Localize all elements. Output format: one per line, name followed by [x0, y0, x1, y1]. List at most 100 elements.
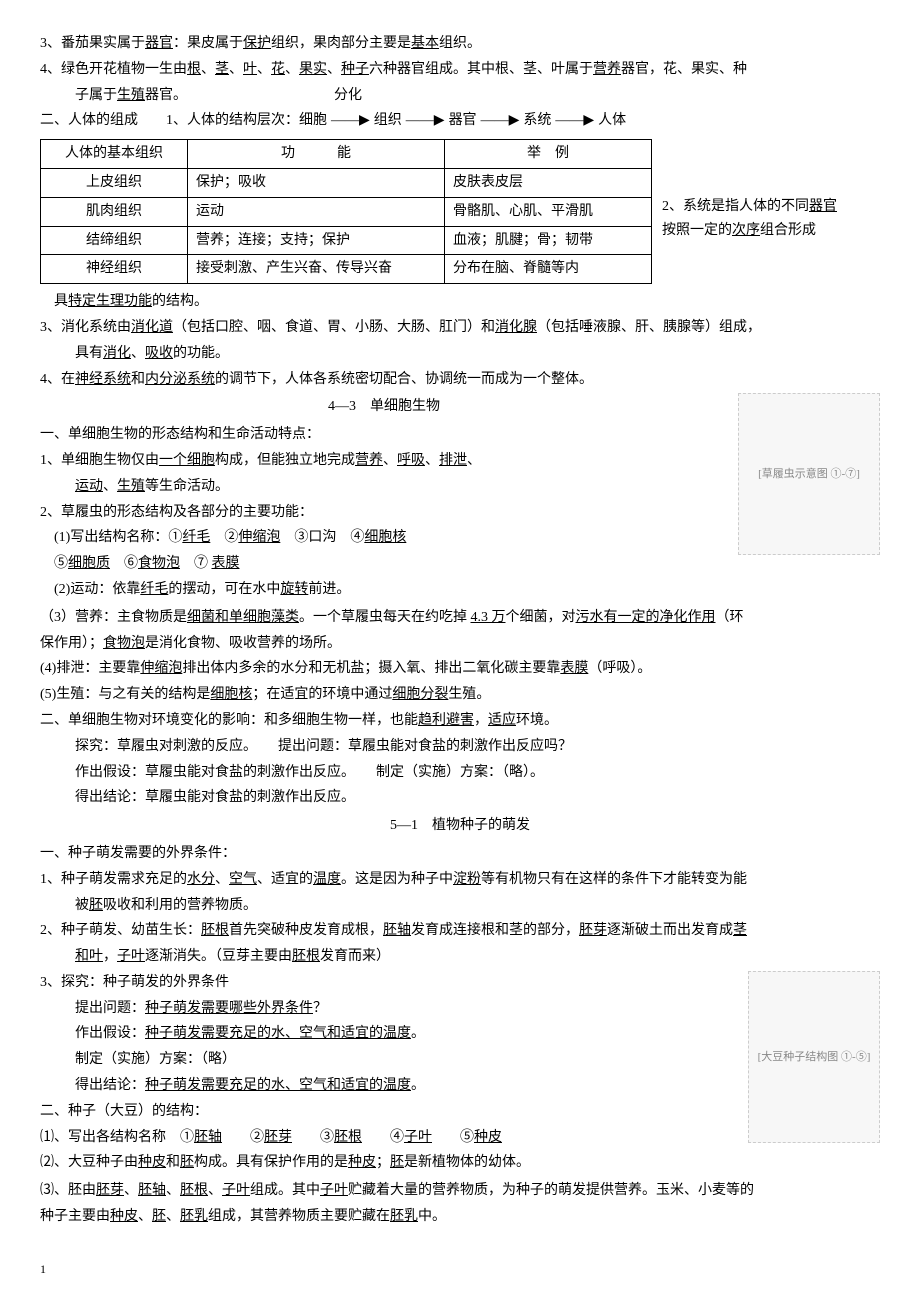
underline: 次序	[732, 223, 760, 238]
table-row: 肌肉组织 运动 骨骼肌、心肌、平滑肌	[41, 197, 652, 226]
underline: 种子萌发需要充足的水、空气和适宜的温度	[145, 1026, 411, 1041]
para-seed-cond: 1、种子萌发需求充足的水分、空气、适宜的温度。这是因为种子中淀粉等有机物只有在这…	[40, 868, 880, 892]
underline: 器官	[145, 36, 173, 51]
text: （呼吸）。	[588, 661, 651, 676]
table-cell: 结缔组织	[41, 226, 188, 255]
text: 保作用）；	[40, 636, 103, 651]
text: 2、系统是指人体的不同	[662, 199, 809, 214]
underline: 子叶	[222, 1183, 250, 1198]
text: 器官。	[145, 88, 187, 103]
para-nutrition-cont: 保作用）；食物泡是消化食物、吸收营养的场所。	[40, 632, 880, 656]
text: 吸收和利用的营养物质。	[103, 898, 257, 913]
underline: 伸缩泡	[140, 661, 182, 676]
text: 逐渐消失。（豆芽主要由	[145, 949, 292, 964]
underline: 运动	[75, 479, 103, 494]
text: ⑥	[110, 556, 138, 571]
underline: 消化道	[131, 320, 173, 335]
text: 的摆动，可在水中	[168, 582, 280, 597]
table-cell: 分布在脑、脊髓等内	[445, 255, 652, 284]
text: ，	[474, 713, 488, 728]
text: 是消化食物、吸收营养的场所。	[145, 636, 341, 651]
underline: 胚根	[201, 923, 229, 938]
text: 、	[124, 1183, 138, 1198]
underline: 胚根	[292, 949, 320, 964]
table-cell: 营养；连接；支持；保护	[188, 226, 445, 255]
underline: 胚根	[180, 1183, 208, 1198]
para-after-table: 具特定生理功能的结构。	[40, 290, 880, 314]
text: 、	[166, 1209, 180, 1224]
text: 组成，其营养物质主要贮藏在	[208, 1209, 390, 1224]
text: 具有	[75, 346, 103, 361]
underline: 子叶	[117, 949, 145, 964]
underline: 表膜	[560, 661, 588, 676]
text: 的调节下，人体各系统密切配合、协调统一而成为一个整体。	[215, 372, 593, 387]
underline: 胚	[89, 898, 103, 913]
subsection-title: 一、种子萌发需要的外界条件：	[40, 842, 880, 866]
text: ⑴、写出各结构名称 ①	[40, 1130, 194, 1145]
page-number: 1	[40, 1259, 880, 1279]
underline: 胚轴	[194, 1130, 222, 1145]
table-header: 功 能	[188, 140, 445, 169]
underline: 神经系统	[75, 372, 131, 387]
inquiry-line: 作出假设：草履虫能对食盐的刺激作出反应。 制定（实施）方案：（略）。	[40, 761, 880, 785]
underline: 保护	[243, 36, 271, 51]
text: 。	[411, 1026, 425, 1041]
para-nervous: 4、在神经系统和内分泌系统的调节下，人体各系统密切配合、协调统一而成为一个整体。	[40, 368, 880, 392]
text: 、	[257, 62, 271, 77]
underline: 消化腺	[495, 320, 537, 335]
table-cell: 肌肉组织	[41, 197, 188, 226]
underline: 基本	[411, 36, 439, 51]
seed-structure-figure: [大豆种子结构图 ①-⑤]	[748, 971, 880, 1143]
underline: 子叶	[404, 1130, 432, 1145]
text: ③	[292, 1130, 334, 1145]
para-seed-cond-cont: 被胚吸收和利用的营养物质。	[40, 894, 880, 918]
text: 种子主要由	[40, 1209, 110, 1224]
flow-start: 1、人体的结构层次：细胞	[166, 113, 327, 128]
para-motion: (2)运动：依靠纤毛的摆动，可在水中旋转前进。	[40, 578, 880, 602]
text: 组织，果肉部分主要是	[271, 36, 411, 51]
underline: 淀粉	[453, 872, 481, 887]
text: 器官，花、果实、种	[621, 62, 747, 77]
text: 、	[131, 346, 145, 361]
para-structure-names-2: ⑤细胞质 ⑥食物泡 ⑦ 表膜	[40, 552, 880, 576]
text: 、	[327, 62, 341, 77]
underline: 胚轴	[138, 1183, 166, 1198]
text: ；在适宜的环境中通过	[252, 687, 392, 702]
text: 4、绿色开花植物一生由	[40, 62, 187, 77]
underline: 趋利避害	[418, 713, 474, 728]
underline: 种子萌发需要充足的水、空气和适宜的温度	[145, 1078, 411, 1093]
text: 。一个草履虫每天在约吃掉	[299, 610, 471, 625]
text: 构成。具有保护作用的是	[194, 1155, 348, 1170]
underline: 茎	[733, 923, 747, 938]
text: 和	[166, 1155, 180, 1170]
text: (5)生殖：与之有关的结构是	[40, 687, 210, 702]
para-digestive-cont: 具有消化、吸收的功能。	[40, 342, 880, 366]
underline: 纤毛	[140, 582, 168, 597]
text: 首先突破种皮发育成根，	[229, 923, 383, 938]
text: 4、在	[40, 372, 75, 387]
text: ？	[313, 1001, 327, 1016]
underline: 种子	[341, 62, 369, 77]
text: ④	[362, 1130, 404, 1145]
text: 个细菌，对	[506, 610, 576, 625]
text: 、	[467, 453, 481, 468]
arrow-icon: ——▶	[481, 109, 520, 133]
text: 是新植物体的幼体。	[404, 1155, 530, 1170]
underline: 营养	[355, 453, 383, 468]
text: （3）营养：主食物质是	[40, 610, 187, 625]
text: 中。	[418, 1209, 446, 1224]
table-cell: 上皮组织	[41, 168, 188, 197]
underline: 内分泌系统	[145, 372, 215, 387]
text: ③口沟 ④	[280, 530, 364, 545]
underline: 种子萌发需要哪些外界条件	[145, 1001, 313, 1016]
text: 、	[201, 62, 215, 77]
underline: 一个细胞	[159, 453, 215, 468]
text: 、	[208, 1183, 222, 1198]
text: 组织。	[439, 36, 481, 51]
text: 组合形成	[760, 223, 816, 238]
text: ，	[103, 949, 117, 964]
underline: 细胞核	[364, 530, 406, 545]
text: （包括口腔、咽、食道、胃、小肠、大肠、肛门）和	[173, 320, 495, 335]
para-seed-growth-cont: 和叶，子叶逐渐消失。（豆芽主要由胚根发育而来）	[40, 945, 880, 969]
table-cell: 接受刺激、产生兴奋、传导兴奋	[188, 255, 445, 284]
